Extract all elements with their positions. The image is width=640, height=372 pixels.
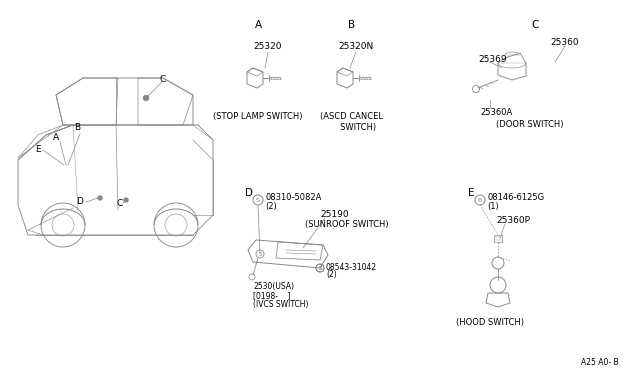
Text: C: C (160, 76, 166, 84)
Text: 25360P: 25360P (496, 216, 530, 225)
Text: 25360: 25360 (550, 38, 579, 47)
Text: E: E (468, 188, 474, 198)
Text: 08543-31042: 08543-31042 (326, 263, 377, 272)
Text: (HOOD SWITCH): (HOOD SWITCH) (456, 318, 524, 327)
Text: B: B (478, 198, 482, 202)
Text: [0198-    ]: [0198- ] (253, 291, 291, 300)
Text: B: B (348, 20, 356, 30)
Circle shape (98, 196, 102, 200)
Text: (STOP LAMP SWITCH): (STOP LAMP SWITCH) (213, 112, 303, 121)
Text: 25190: 25190 (320, 210, 349, 219)
Text: S: S (318, 266, 322, 270)
Text: (DOOR SWITCH): (DOOR SWITCH) (496, 120, 564, 129)
Text: (ASCD CANCEL
     SWITCH): (ASCD CANCEL SWITCH) (321, 112, 383, 132)
Text: 25360A: 25360A (480, 108, 512, 117)
Text: (2): (2) (326, 270, 337, 279)
Text: A25 A0- B: A25 A0- B (581, 358, 619, 367)
Text: 25320: 25320 (253, 42, 282, 51)
Circle shape (124, 198, 128, 202)
Text: E: E (35, 145, 41, 154)
Text: A: A (255, 20, 262, 30)
Text: (1): (1) (487, 202, 499, 211)
Text: 08310-5082A: 08310-5082A (265, 192, 321, 202)
Text: A: A (53, 134, 59, 142)
Text: D: D (77, 198, 83, 206)
Text: 25369: 25369 (478, 55, 507, 64)
Text: (SUNROOF SWITCH): (SUNROOF SWITCH) (305, 220, 388, 229)
Text: S: S (256, 198, 260, 202)
Text: 2530(USA): 2530(USA) (253, 282, 294, 291)
Text: B: B (74, 124, 80, 132)
Text: S: S (259, 251, 262, 257)
Text: 25320N: 25320N (339, 42, 374, 51)
Text: (2): (2) (265, 202, 276, 211)
Text: S: S (318, 266, 322, 270)
Text: D: D (245, 188, 253, 198)
Text: C: C (531, 20, 539, 30)
Text: C: C (117, 199, 123, 208)
Circle shape (143, 96, 148, 100)
Text: (IVCS SWITCH): (IVCS SWITCH) (253, 300, 308, 309)
Text: 08146-6125G: 08146-6125G (487, 192, 544, 202)
